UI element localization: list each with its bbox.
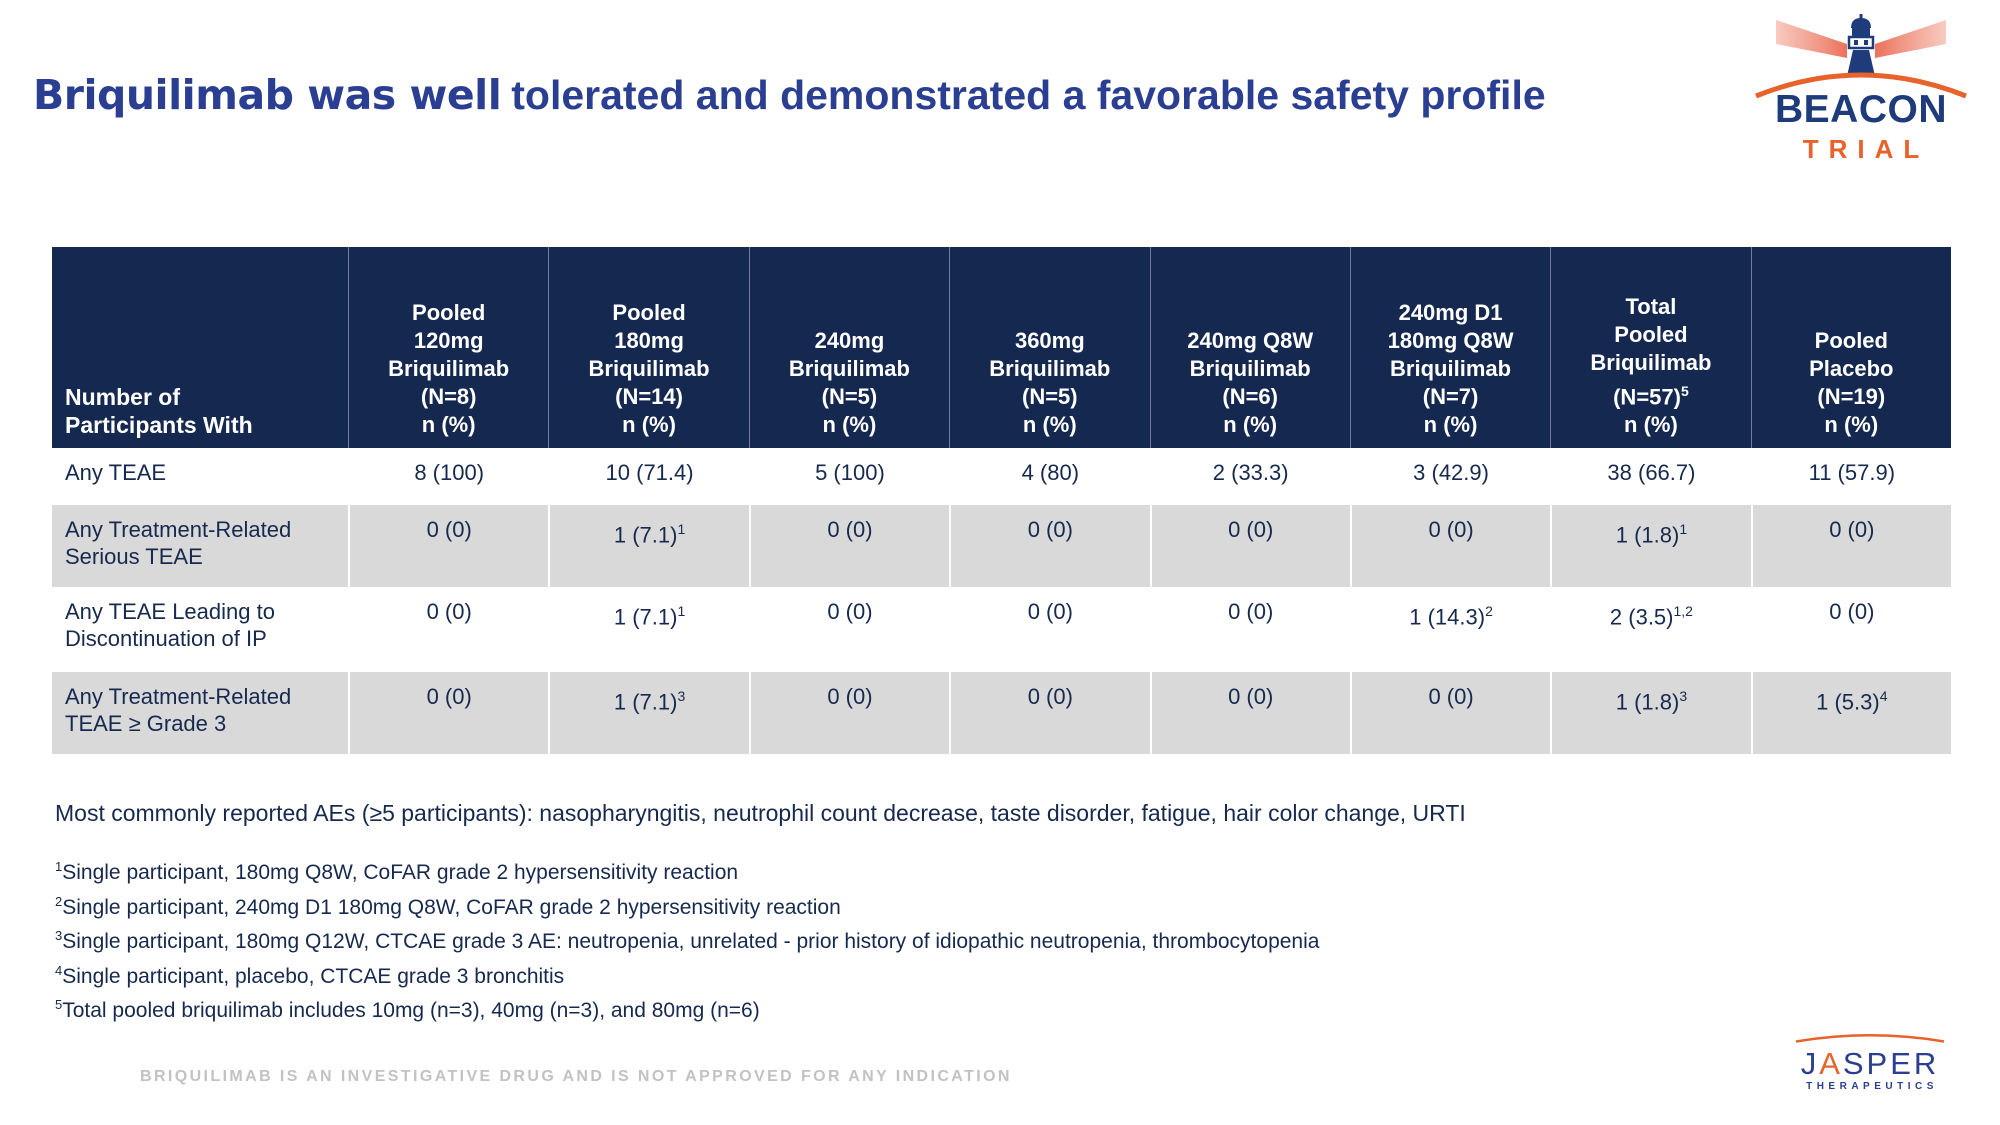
footnote-marker: 3 [677, 688, 686, 704]
footnote-marker: 4 [1879, 688, 1888, 704]
footnote-line: 5Total pooled briquilimab includes 10mg … [55, 997, 760, 1022]
value-cell: 0 (0) [1149, 672, 1350, 754]
footnotes: 1Single participant, 180mg Q8W, CoFAR gr… [55, 853, 1755, 1026]
value-cell: 4 (80) [949, 448, 1149, 505]
footnote-line: 3Single participant, 180mg Q12W, CTCAE g… [55, 928, 1320, 953]
value-cell: 0 (0) [1149, 587, 1350, 672]
jasper-logo-text: JASPER [1790, 1048, 1950, 1080]
page-title-part2: tolerated and demonstrated a favorable s… [511, 72, 1546, 118]
beacon-trial-logo: BEACON TRIAL [1752, 8, 1970, 165]
value-cell: 0 (0) [748, 672, 950, 754]
lighthouse-icon [1755, 14, 1967, 99]
value-cell: 38 (66.7) [1550, 448, 1750, 505]
header-cell-col-7: Total Pooled Briquilimab (N=57)5 n (%) [1550, 247, 1751, 448]
footnote-number: 5 [55, 997, 63, 1012]
value-cell: 0 (0) [1750, 587, 1951, 672]
footnote-marker: 1 [677, 603, 686, 619]
value-cell: 1 (1.8)3 [1550, 672, 1751, 754]
footnote-marker: 5 [1680, 382, 1689, 399]
value-cell: 0 (0) [748, 587, 949, 672]
jasper-sper: SPER [1842, 1046, 1940, 1081]
value-cell: 3 (42.9) [1349, 448, 1550, 505]
header-cell-col-6: 240mg D1 180mg Q8W Briquilimab (N=7) n (%) [1349, 247, 1551, 448]
footnote-line: 1Single participant, 180mg Q8W, CoFAR gr… [55, 859, 739, 884]
beam-left [1776, 20, 1847, 58]
header-cell-col-2: Pooled 180mg Briquilimab (N=14) n (%) [548, 247, 749, 448]
value-cell: 11 (57.9) [1750, 448, 1951, 505]
jasper-arc-icon [1795, 1034, 1945, 1043]
header-cell-col-3: 240mg Briquilimab (N=5) n (%) [748, 247, 950, 448]
value-cell: 1 (1.8)1 [1550, 505, 1751, 587]
arc [1755, 72, 1967, 99]
value-cell: 0 (0) [1149, 505, 1350, 587]
footnote-marker: 1 [677, 521, 686, 537]
value-cell: 0 (0) [949, 672, 1150, 754]
footnote-number: 2 [55, 893, 63, 909]
value-cell: 0 (0) [348, 672, 549, 754]
jasper-logo-subtext: THERAPEUTICS [1806, 1081, 1938, 1092]
jasper-a: A [1819, 1046, 1843, 1081]
jasper-therapeutics-logo: JASPER THERAPEUTICS [1790, 1030, 1950, 1092]
row-label: Any Treatment-Related Serious TEAE [52, 505, 348, 587]
footnote-line: 4Single participant, placebo, CTCAE grad… [55, 962, 565, 988]
page-title: Briquilimab was well tolerated and demons… [33, 70, 1753, 120]
value-cell: 0 (0) [949, 587, 1149, 672]
row-label: Any TEAE Leading to Discontinuation of I… [65, 599, 275, 651]
footnote-marker: 2 [1485, 603, 1493, 619]
common-aes-note: Most commonly reported AEs (≥5 participa… [55, 800, 1466, 826]
value-cell: 5 (100) [748, 448, 949, 505]
footnote-number: 1 [55, 859, 63, 874]
header-cell-col-4: 360mg Briquilimab (N=5) n (%) [949, 247, 1150, 448]
value-cell: 2 (33.3) [1149, 448, 1350, 505]
value-cell: 0 (0) [949, 505, 1150, 587]
beacon-logo-text: BEACON [1774, 88, 1947, 131]
footnote-number: 4 [55, 962, 63, 978]
value-cell: 0 (0) [1349, 505, 1551, 587]
beam-right [1875, 20, 1946, 58]
row-label: Any TEAE [65, 460, 167, 485]
header-cell-row-label: Number of Participants With [52, 247, 348, 448]
value-cell: 8 (100) [348, 448, 548, 505]
jasper-j: J [1800, 1046, 1820, 1081]
footnote-marker: 1,2 [1673, 603, 1693, 619]
value-cell: 1 (7.1)1 [548, 587, 748, 672]
value-cell: 0 (0) [1349, 672, 1551, 754]
disclaimer-text: BRIQUILIMAB IS AN INVESTIGATIVE DRUG AND… [140, 1068, 1012, 1085]
header-cell-col-5: 240mg Q8W Briquilimab (N=6) n (%) [1149, 247, 1350, 448]
footnote-line: 2Single participant, 240mg D1 180mg Q8W,… [55, 893, 841, 919]
value-cell: 0 (0) [348, 505, 549, 587]
row-label: Any Treatment-Related TEAE ≥ Grade 3 [52, 672, 348, 754]
value-cell: 1 (7.1)1 [548, 505, 749, 587]
value-cell: 10 (71.4) [548, 448, 748, 505]
footnote-marker: 1 [1679, 521, 1688, 537]
safety-table: Number of Participants With Pooled 120mg Bri… [52, 247, 1951, 754]
footnote-number: 3 [55, 928, 63, 943]
value-cell: 0 (0) [348, 587, 548, 672]
header-cell-col-1: Pooled 120mg Briquilimab (N=8) n (%) [348, 247, 549, 448]
value-cell: 1 (7.1)3 [548, 672, 749, 754]
value-cell: 1 (14.3)2 [1349, 587, 1550, 672]
value-cell: 0 (0) [1750, 505, 1951, 587]
value-cell: 1 (5.3)4 [1750, 672, 1951, 754]
page-title-part1: Briquilimab was well [33, 71, 502, 119]
value-cell: 2 (3.5)1,2 [1550, 587, 1750, 672]
value-cell: 0 (0) [748, 505, 950, 587]
footnote-marker: 3 [1679, 688, 1688, 704]
header-cell-col-8: Pooled Placebo (N=19) n (%) [1750, 247, 1951, 448]
beacon-logo-subtext: TRIAL [1802, 134, 1930, 164]
